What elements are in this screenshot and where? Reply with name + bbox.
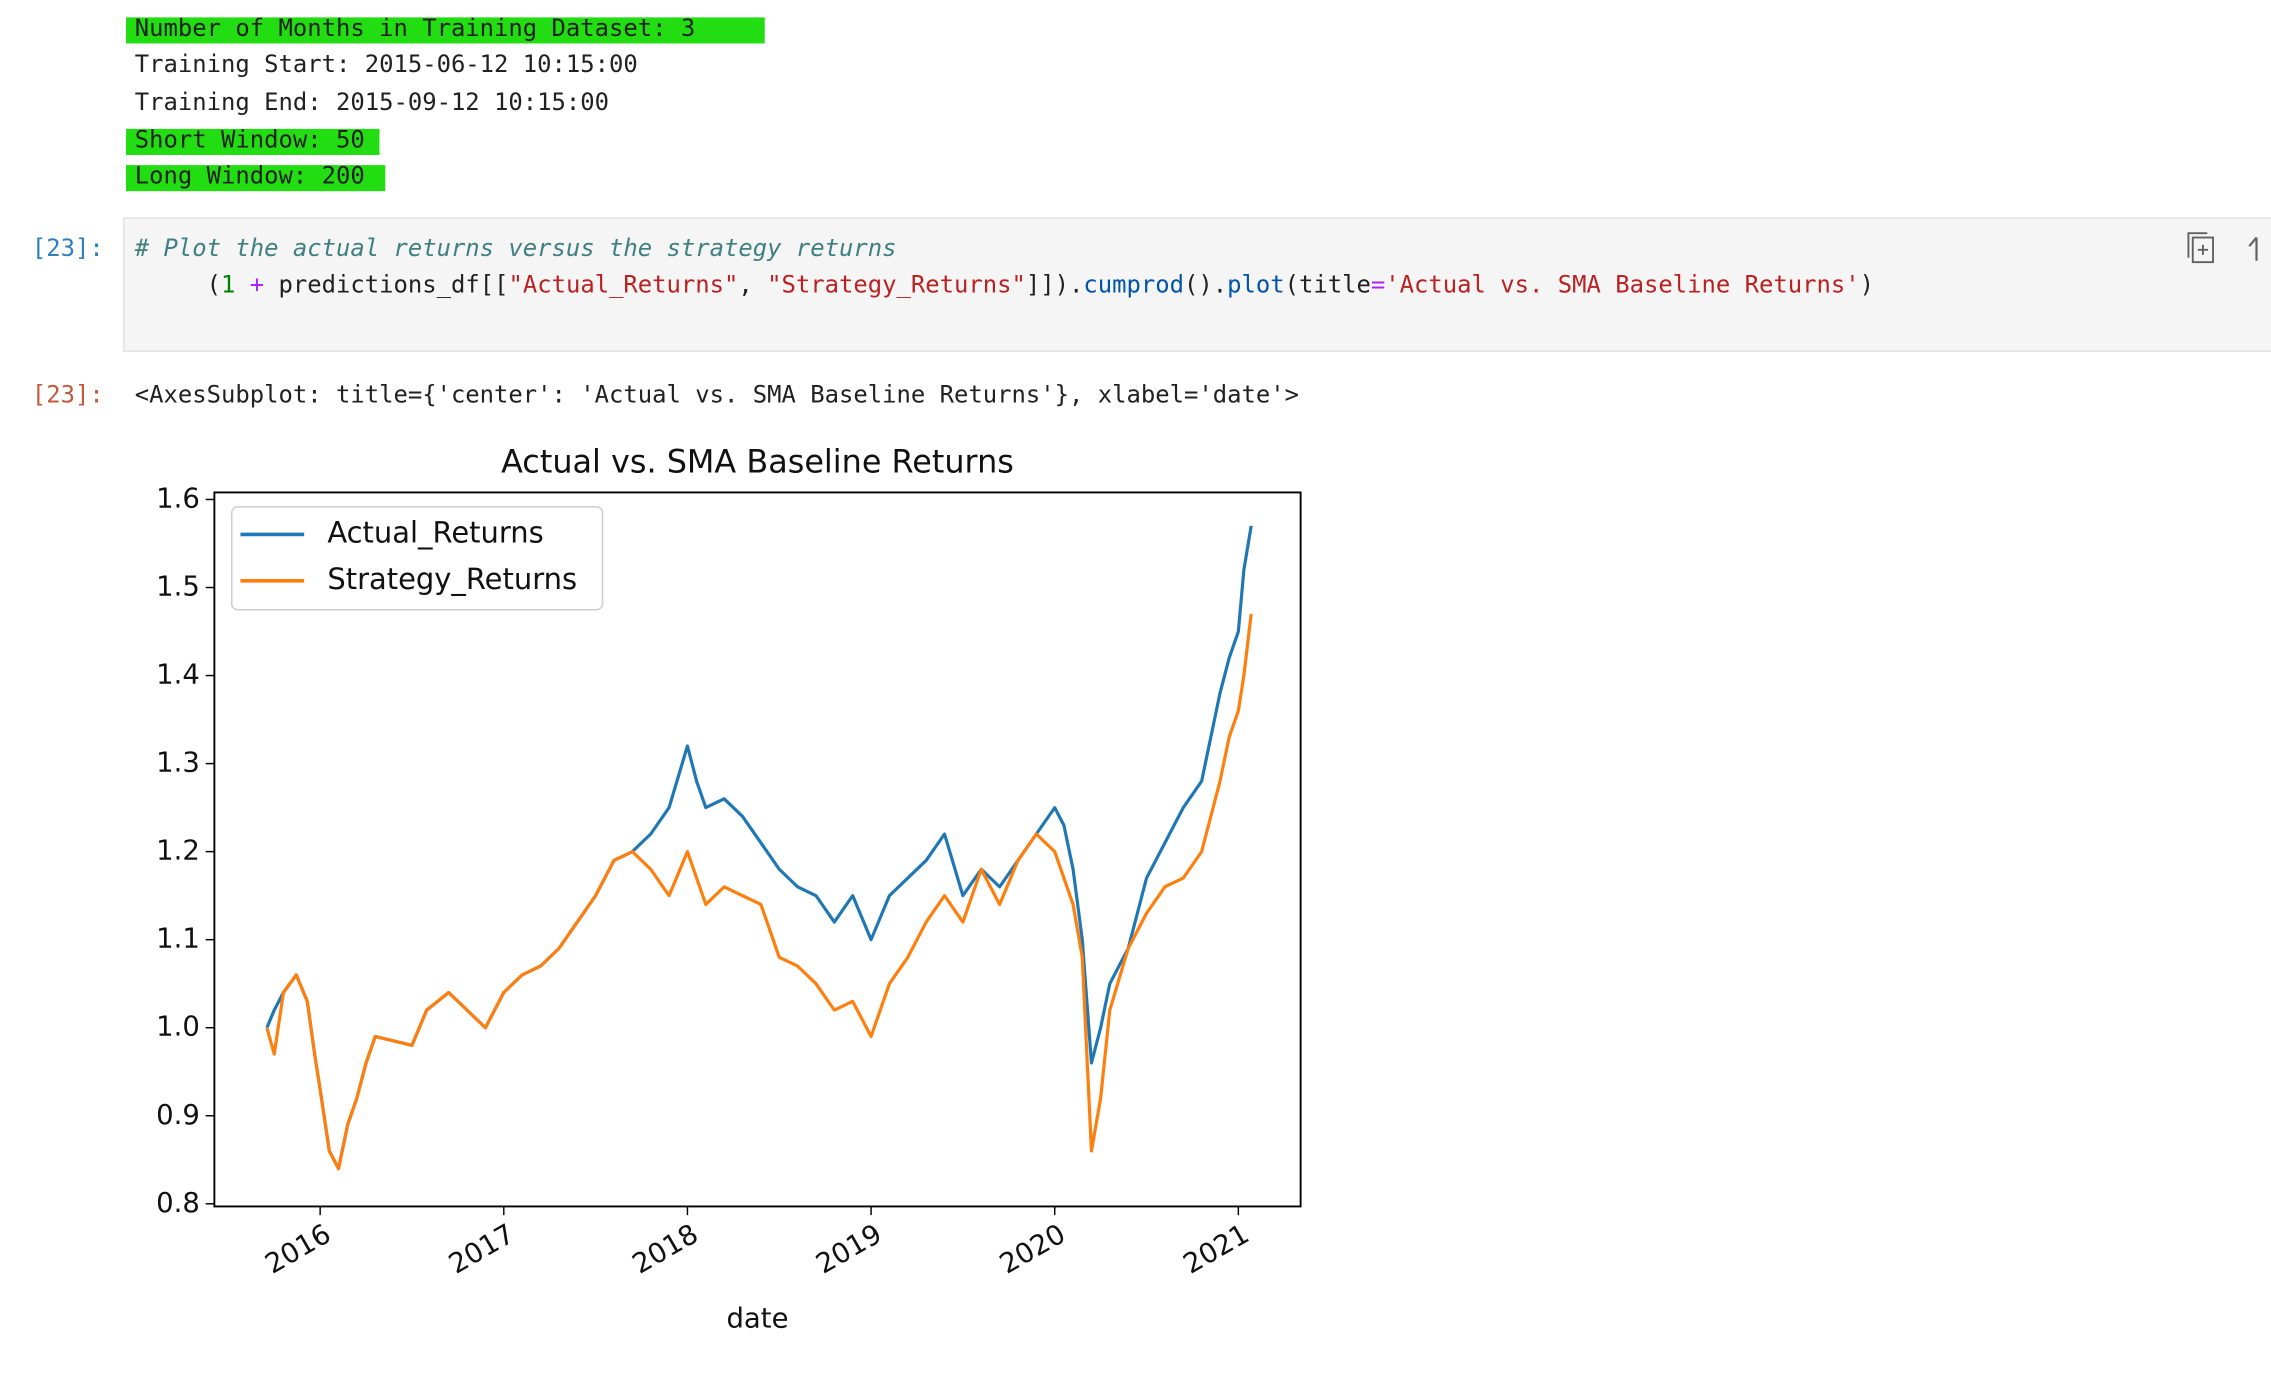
code-token: =: [1371, 270, 1385, 298]
y-tick-label: 1.3: [156, 747, 200, 779]
legend-label: Strategy_Returns: [327, 562, 577, 596]
code-token: (: [207, 270, 221, 298]
y-tick-label: 0.9: [156, 1099, 200, 1131]
highlight: [126, 128, 380, 155]
code-token: 'Actual vs. SMA Baseline Returns': [1385, 270, 1859, 298]
output-line: Short Window: 50: [135, 125, 365, 153]
code-token: +: [235, 270, 278, 298]
code-token: ): [1860, 270, 1874, 298]
series-line: [265, 613, 1253, 1171]
output-prompt: [23]:: [32, 380, 104, 408]
code-cell[interactable]: [123, 217, 2271, 352]
x-tick-label: 2021: [1178, 1218, 1255, 1281]
code-token: (title: [1285, 270, 1371, 298]
output-line: Number of Months in Training Dataset: 3: [135, 14, 696, 42]
output-line: Training Start: 2015-06-12 10:15:00: [135, 50, 638, 78]
x-tick-label: 2020: [994, 1218, 1071, 1281]
highlight: [126, 17, 765, 44]
y-tick-label: 1.1: [156, 923, 200, 955]
legend-label: Actual_Returns: [327, 515, 543, 549]
y-tick-label: 1.5: [156, 571, 200, 603]
chart-title: Actual vs. SMA Baseline Returns: [501, 442, 1014, 480]
output-line: Training End: 2015-09-12 10:15:00: [135, 88, 609, 116]
move-up-icon[interactable]: [2248, 236, 2258, 261]
y-tick-label: 1.6: [156, 482, 200, 514]
y-tick-label: 1.0: [156, 1011, 200, 1043]
y-tick-label: 0.8: [156, 1187, 200, 1219]
y-tick-label: 1.4: [156, 659, 200, 691]
y-tick-label: 1.2: [156, 835, 200, 867]
code-token: plot: [1227, 270, 1285, 298]
output-repr: <AxesSubplot: title={'center': 'Actual v…: [135, 380, 1299, 408]
code-token: ().: [1184, 270, 1227, 298]
x-tick-label: 2016: [260, 1218, 337, 1281]
x-axis-label: date: [726, 1302, 788, 1334]
code-token: ]]).: [1026, 270, 1084, 298]
code-token: cumprod: [1083, 270, 1184, 298]
code-token: ,: [738, 270, 767, 298]
code-line: (1 + predictions_df[["Actual_Returns", "…: [135, 270, 1917, 298]
code-token: "Actual_Returns": [508, 270, 738, 298]
copy-icon[interactable]: [2187, 232, 2214, 264]
input-prompt: [23]:: [32, 234, 104, 262]
chart: Actual vs. SMA Baseline Returns date 0.8 0.…: [156, 442, 1302, 1334]
x-tick-label: 2017: [443, 1218, 520, 1281]
code-token: "Strategy_Returns": [767, 270, 1026, 298]
legend-box: [231, 506, 604, 611]
code-token: predictions_df[[: [278, 270, 508, 298]
code-token: 1: [221, 270, 235, 298]
code-comment: # Plot the actual returns versus the str…: [134, 234, 897, 262]
x-tick-label: 2018: [627, 1218, 704, 1281]
output-line: Long Window: 200: [135, 162, 365, 190]
highlight: [126, 165, 386, 192]
plot-frame: [213, 491, 1302, 1208]
x-tick-label: 2019: [811, 1218, 888, 1281]
